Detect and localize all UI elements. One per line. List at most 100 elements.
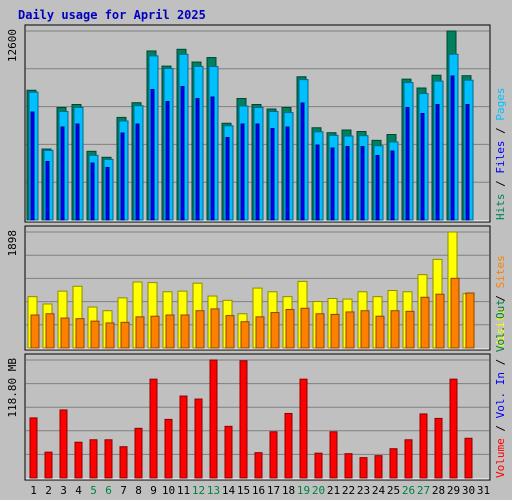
bar-sites-day-21 [330,313,340,349]
bar-files-day-17 [270,128,275,221]
bar-volume-day-1 [29,417,38,479]
bar-volume-day-26 [404,439,413,479]
bar-files-day-29 [450,75,455,221]
bar-volume-day-5 [89,439,98,479]
bar-sites-day-28 [435,293,445,349]
x-tick-day-10: 10 [162,484,175,497]
bar-sites-day-9 [150,315,160,349]
bar-sites-day-1 [30,314,40,349]
legend-separator: / [494,352,507,372]
x-tick-day-29: 29 [447,484,460,497]
x-tick-day-7: 7 [120,484,127,497]
bar-volume-day-10 [164,418,173,479]
bar-files-day-20 [315,144,320,221]
bar-files-day-4 [75,123,80,221]
bar-sites-day-29 [450,277,460,349]
bar-sites-day-26 [405,310,415,349]
x-tick-day-14: 14 [222,484,236,497]
legend-separator: / [494,174,507,194]
x-tick-day-8: 8 [135,484,142,497]
legend-entry: Vol. Out [494,299,507,352]
x-tick-day-18: 18 [282,484,295,497]
bar-files-day-26 [405,107,410,221]
bar-files-day-23 [360,146,365,221]
chart-panels: 12600 Hits / Files / Pages 1898 Visits / Si… [6,24,507,481]
bar-volume-day-13 [209,359,218,479]
bar-sites-day-25 [390,310,400,349]
bar-files-day-25 [390,150,395,221]
bar-files-day-6 [105,167,110,221]
bar-files-day-9 [150,89,155,221]
panel-hits-files-pages: 12600 Hits / Files / Pages [6,24,507,223]
bar-sites-day-14 [225,315,235,349]
series-sites [30,277,475,349]
bar-files-day-30 [465,104,470,221]
bar-volume-day-3 [59,409,68,479]
bar-volume-day-16 [254,452,263,479]
bar-sites-day-17 [270,312,280,349]
bar-sites-day-8 [135,316,145,349]
bar-files-day-28 [435,104,440,221]
bar-volume-day-24 [374,455,383,479]
bar-volume-day-8 [134,427,143,479]
x-tick-day-13: 13 [207,484,220,497]
y-max-label: 12600 [6,29,19,62]
bar-volume-day-29 [449,378,458,479]
bar-files-day-2 [45,161,50,221]
bar-volume-day-11 [179,395,188,479]
x-tick-day-17: 17 [267,484,280,497]
bar-volume-day-21 [329,431,338,479]
bar-files-day-5 [90,162,95,221]
bar-sites-day-30 [465,292,475,349]
bar-files-day-16 [255,123,260,221]
bar-files-day-22 [345,146,350,221]
bar-sites-day-12 [195,310,205,349]
bar-volume-day-14 [224,425,233,479]
x-tick-day-12: 12 [192,484,205,497]
panel-visits-sites: 1898 Visits / Sites [6,225,507,351]
bar-sites-day-19 [300,307,310,349]
legend-entry: Files [494,141,507,174]
x-tick-day-25: 25 [387,484,400,497]
legend-entry: Visits [494,308,507,348]
legend-separator: / [494,288,507,308]
legend-separator: / [494,121,507,141]
bar-volume-day-7 [119,446,128,479]
bar-volume-day-4 [74,441,83,479]
x-tick-day-24: 24 [372,484,386,497]
x-tick-day-22: 22 [342,484,355,497]
bar-sites-day-10 [165,314,175,349]
bar-volume-day-18 [284,412,293,479]
bar-files-day-11 [180,86,185,221]
bar-files-day-19 [300,102,305,221]
bar-volume-day-15 [239,360,248,479]
bar-sites-day-23 [360,310,370,349]
x-axis-labels: 1 2 3 4 5 6 7 8 9 10 11 12 13 14 15 16 17 18 19 20 21 22 23 24 2… [30,484,490,497]
legend-entry: Volume [494,438,507,478]
bar-files-day-24 [375,155,380,221]
chart-title: Daily usage for April 2025 [18,8,206,22]
bar-volume-day-19 [299,378,308,479]
bar-volume-day-27 [419,413,428,479]
x-tick-day-27: 27 [417,484,430,497]
legend-entry: Sites [494,255,507,288]
x-tick-day-28: 28 [432,484,445,497]
bar-sites-day-2 [45,313,55,349]
x-tick-day-30: 30 [462,484,475,497]
bar-files-day-18 [285,126,290,221]
legend-entry: Pages [494,88,507,121]
x-tick-day-19: 19 [297,484,310,497]
x-tick-day-2: 2 [45,484,52,497]
x-tick-day-20: 20 [312,484,325,497]
bar-volume-day-9 [149,378,158,479]
bar-sites-day-27 [420,296,430,349]
bar-volume-day-28 [434,417,443,479]
x-tick-day-15: 15 [237,484,250,497]
panel-volume: 118.80 MB Volume / Vol. In / Vol. Out [6,299,507,481]
bar-volume-day-20 [314,452,323,479]
bar-sites-day-15 [240,321,250,349]
x-tick-day-16: 16 [252,484,265,497]
bar-sites-day-13 [210,308,220,349]
